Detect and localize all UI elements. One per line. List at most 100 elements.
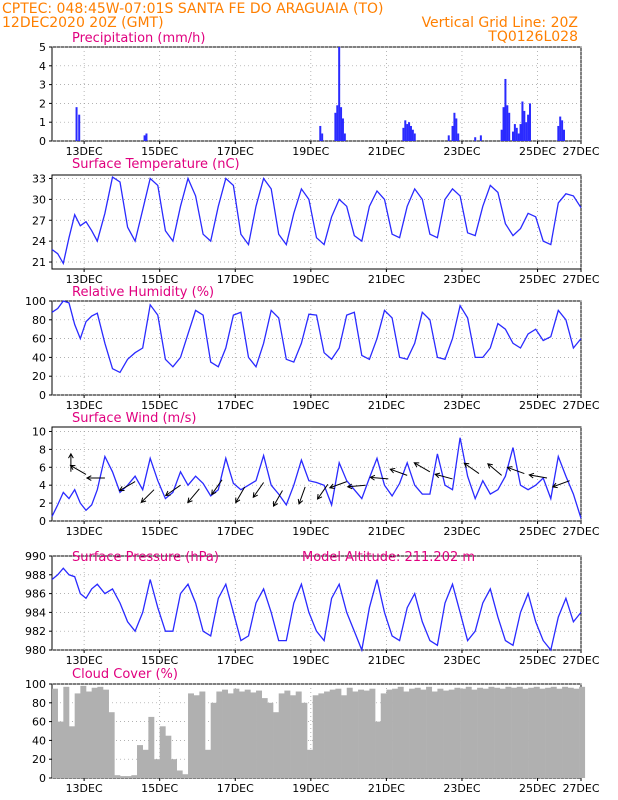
x-tick-label: 15DEC [141,525,178,538]
precip-bar [513,124,516,141]
cloud-bar [284,690,291,778]
cloud-bar [57,721,64,778]
cloud-bar [511,687,518,778]
precip-bar [457,133,460,141]
precip-bar [519,124,522,141]
cloud-bar [392,688,399,778]
x-tick-label: 25DEC [519,525,556,538]
precip-bar [455,118,458,141]
x-tick-label: 23DEC [443,399,480,412]
cloud-bar [528,687,535,778]
cloud-bar [125,776,132,778]
x-tick-label: 21DEC [368,654,405,667]
cloud-bar [420,689,427,778]
x-tick-label: 21DEC [368,145,405,158]
precip-bar [502,107,505,141]
x-tick-label: 27DEC [562,654,599,667]
cloud-bar [74,693,81,778]
cloud-bar [567,687,574,778]
y-tick-label: 24 [32,235,46,248]
x-tick-label: 25DEC [519,399,556,412]
x-tick-label: 21DEC [368,525,405,538]
precip-bar [500,129,503,141]
cloud-bar [199,691,206,778]
wind-arrow [252,482,265,499]
cloud-bar [165,735,172,778]
series-line [51,176,582,266]
cloud-bar [358,689,365,778]
y-tick-label: 21 [32,256,46,269]
wind-arrow [389,467,408,476]
precip-bar [406,124,409,141]
series-line [51,437,582,519]
precip-bar [338,47,341,141]
x-tick-label: 13DEC [66,525,103,538]
precip-bar [321,133,324,141]
cloud-bar [516,686,523,778]
precip-bar [404,120,407,141]
y-tick-label: 986 [25,588,46,601]
cloud-bar [80,685,87,778]
y-tick-label: 100 [25,678,46,691]
header-location: CPTEC: 048:45W-07:01S SANTA FE DO ARAGUA… [2,1,384,17]
wind-arrow [506,466,525,475]
x-tick-label: 19DEC [292,273,329,286]
x-tick-label: 23DEC [443,525,480,538]
x-tick-label: 17DEC [217,145,254,158]
y-tick-label: 984 [25,606,46,619]
cloud-bar [239,691,246,778]
cloud-bar [488,686,495,778]
cloud-bar [375,721,382,778]
precip-bar [409,125,412,141]
wind-arrow [164,484,181,497]
wind-arrow [187,488,200,504]
precip-bar [402,127,405,141]
precip-bar [143,135,146,141]
y-tick-label: 5 [39,41,46,54]
y-tick-label: 8 [39,443,46,456]
cloud-bar [261,698,268,778]
y-tick-label: 0 [39,389,46,402]
cloud-bar [273,712,280,778]
x-tick-label: 15DEC [141,654,178,667]
cloud-bar [148,716,155,778]
cloud-bar [290,695,297,778]
x-tick-label: 27DEC [562,273,599,286]
y-tick-label: 990 [25,550,46,563]
cloud-bar [556,688,563,778]
precip-bar [559,116,562,141]
panel-title: Surface Temperature (nC) [72,157,240,172]
x-tick-label: 19DEC [292,525,329,538]
cloud-bar [448,689,455,778]
cloud-bar [216,691,223,778]
cloud-bar [352,691,359,778]
wind-arrow [118,481,136,492]
cloud-bar [250,692,257,778]
precip-bar [78,114,81,141]
cloud-bar [437,688,444,778]
precip-bar [527,114,530,141]
cloud-bar [69,726,75,778]
cloud-bar [550,686,557,778]
cloud-bar [363,690,370,778]
precip-bar [511,131,514,141]
cloud-bar [171,759,177,778]
wind-arrow [463,462,480,474]
wind-arrow [551,480,570,489]
y-tick-label: 80 [32,697,46,710]
x-tick-label: 23DEC [443,273,480,286]
cloud-bar [97,686,104,778]
x-tick-label: 21DEC [368,782,405,795]
cloud-bar [465,686,472,778]
precip-bar [453,112,456,141]
cloud-bar [522,688,529,778]
cloud-bar [295,691,302,778]
y-tick-label: 60 [32,333,46,346]
cloud-bar [205,749,211,778]
cloud-bar [278,693,285,778]
wind-arrow [316,484,329,500]
precip-bar [506,105,509,141]
cloud-bar [397,686,404,778]
cloud-bar [329,689,336,778]
cloud-bar [86,691,92,778]
